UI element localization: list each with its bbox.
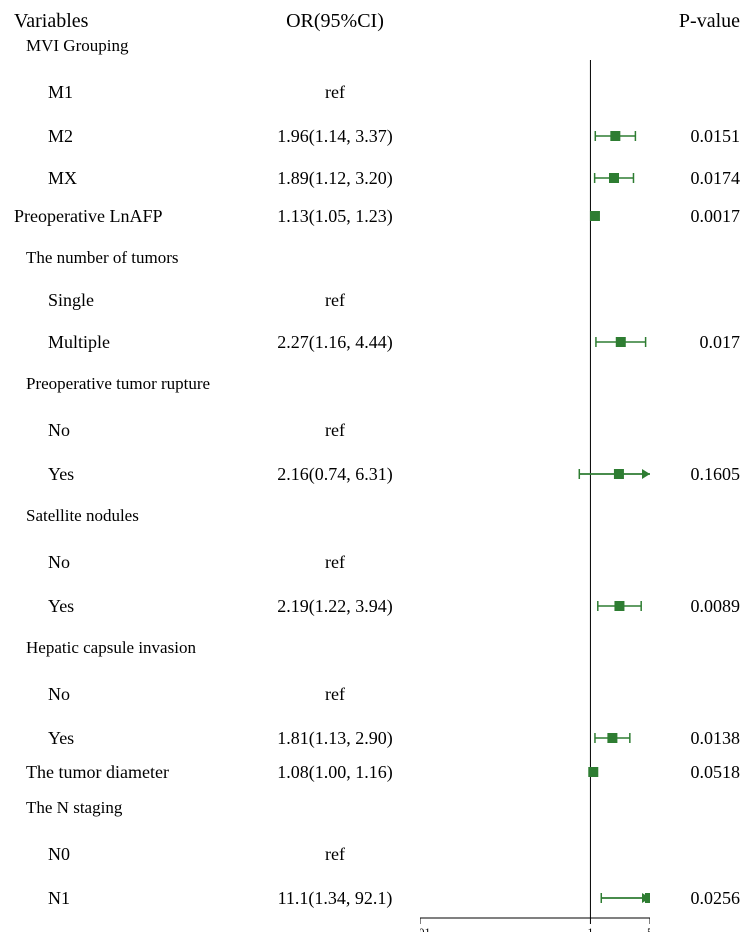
p-value: 0.017 (660, 332, 740, 353)
row-label: Single (48, 290, 94, 311)
p-value: 0.0518 (660, 762, 740, 783)
p-value: 0.0174 (660, 168, 740, 189)
row-label: Yes (48, 464, 74, 485)
row-label: No (48, 420, 70, 441)
or-value: 2.27(1.16, 4.44) (250, 332, 420, 353)
header-pvalue: P-value (660, 10, 740, 33)
row-label: Yes (48, 728, 74, 749)
or-value: ref (250, 844, 420, 865)
row-label: Multiple (48, 332, 110, 353)
p-value: 0.0017 (660, 206, 740, 227)
group-label: Hepatic capsule invasion (26, 638, 196, 658)
header-variables: Variables (14, 10, 88, 33)
row-label: No (48, 552, 70, 573)
row-label: MX (48, 168, 77, 189)
or-value: 2.19(1.22, 3.94) (250, 596, 420, 617)
row-label: Yes (48, 596, 74, 617)
or-value: 11.1(1.34, 92.1) (250, 888, 420, 909)
or-value: ref (250, 552, 420, 573)
row-label: N1 (48, 888, 70, 909)
header-or: OR(95%CI) (250, 10, 420, 33)
or-value: ref (250, 684, 420, 705)
group-label: The number of tumors (26, 248, 179, 268)
forest-plot-svg: 0.01 1 5 (420, 0, 650, 932)
p-value: 0.0151 (660, 126, 740, 147)
p-value: 0.0256 (660, 888, 740, 909)
svg-text:0.01: 0.01 (420, 925, 431, 932)
or-value: 1.96(1.14, 3.37) (250, 126, 420, 147)
group-label: MVI Grouping (26, 36, 128, 56)
or-value: ref (250, 82, 420, 103)
or-value: 1.13(1.05, 1.23) (250, 206, 420, 227)
svg-text:1: 1 (587, 925, 593, 932)
group-label: The N staging (26, 798, 122, 818)
row-label: M1 (48, 82, 73, 103)
group-label: Satellite nodules (26, 506, 139, 526)
p-value: 0.1605 (660, 464, 740, 485)
row-label: M2 (48, 126, 73, 147)
or-value: 2.16(0.74, 6.31) (250, 464, 420, 485)
p-value: 0.0089 (660, 596, 740, 617)
row-label: N0 (48, 844, 70, 865)
or-value: 1.89(1.12, 3.20) (250, 168, 420, 189)
or-value: 1.81(1.13, 2.90) (250, 728, 420, 749)
row-label: Preoperative LnAFP (14, 206, 162, 227)
or-value: ref (250, 290, 420, 311)
row-label: The tumor diameter (26, 762, 169, 783)
forest-plot-page: Variables MVI Grouping M1 M2 MX Preoperative… (0, 0, 750, 932)
or-value: 1.08(1.00, 1.16) (250, 762, 420, 783)
p-value: 0.0138 (660, 728, 740, 749)
svg-text:5: 5 (647, 925, 650, 932)
row-label: No (48, 684, 70, 705)
group-label: Preoperative tumor rupture (26, 374, 210, 394)
or-value: ref (250, 420, 420, 441)
plot-column: 0.01 1 5 (420, 0, 650, 932)
